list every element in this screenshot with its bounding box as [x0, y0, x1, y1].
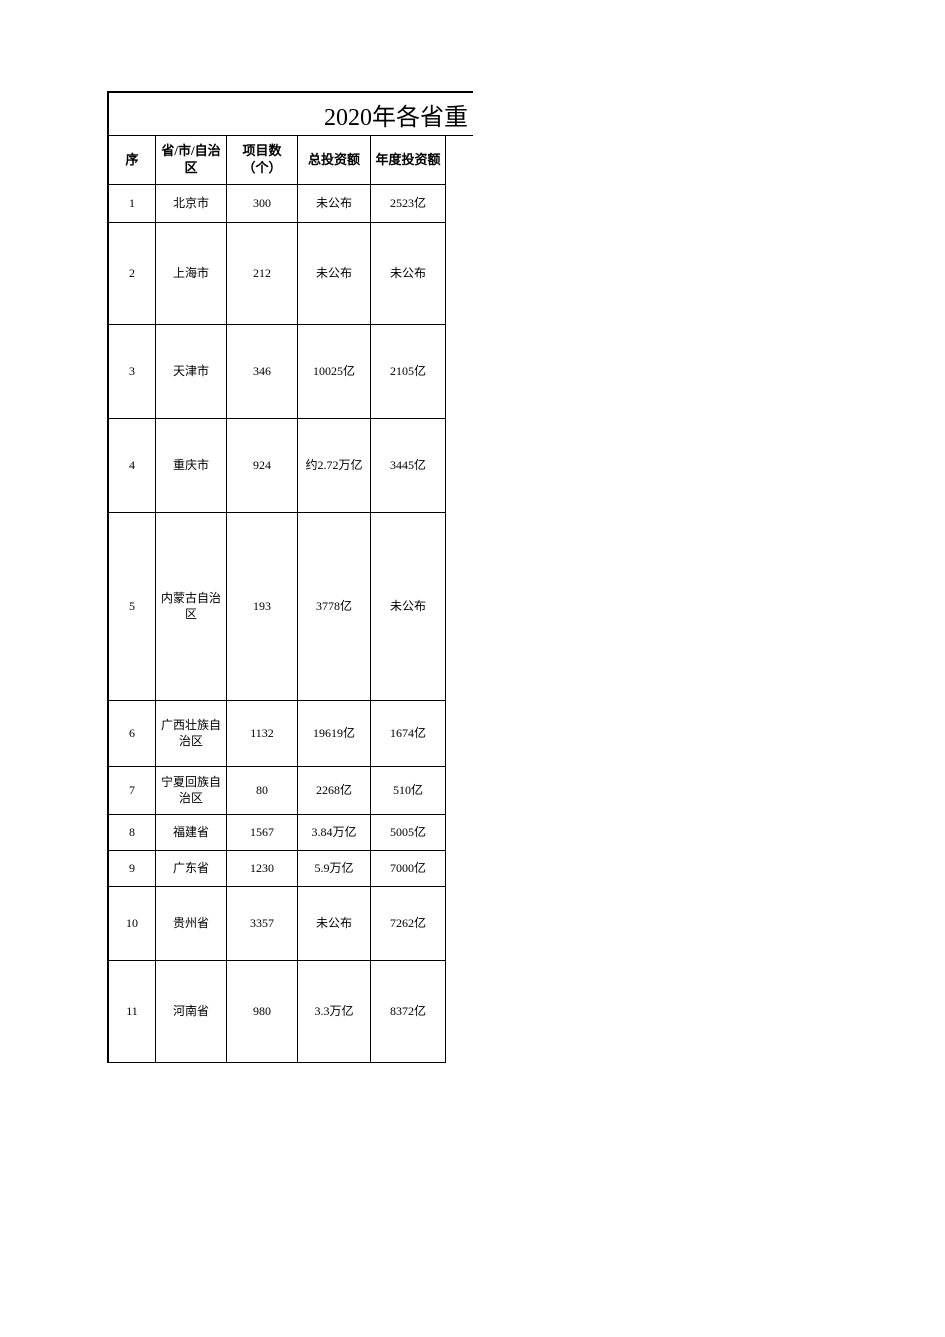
cell-annual: 5005亿: [371, 815, 446, 851]
cell-total: 19619亿: [298, 701, 371, 767]
table-row: 9广东省12305.9万亿7000亿: [109, 851, 446, 887]
cell-projects: 3357: [227, 887, 298, 961]
cell-region: 宁夏回族自治区: [156, 767, 227, 815]
cell-annual: 3445亿: [371, 419, 446, 513]
table-title-row: 2020年各省重: [109, 93, 473, 136]
cell-seq: 9: [109, 851, 156, 887]
cell-region: 上海市: [156, 223, 227, 325]
cell-region: 广西壮族自治区: [156, 701, 227, 767]
cell-total: 3778亿: [298, 513, 371, 701]
cell-seq: 4: [109, 419, 156, 513]
cell-total: 未公布: [298, 887, 371, 961]
cell-region: 河南省: [156, 961, 227, 1063]
header-annual-investment: 年度投资额: [371, 136, 446, 185]
cell-projects: 80: [227, 767, 298, 815]
table-header-row: 序 省/市/自治区 项目数（个） 总投资额 年度投资额: [109, 136, 446, 185]
table-row: 4重庆市924约2.72万亿3445亿: [109, 419, 446, 513]
cell-seq: 8: [109, 815, 156, 851]
cell-region: 天津市: [156, 325, 227, 419]
cell-annual: 未公布: [371, 223, 446, 325]
cell-seq: 2: [109, 223, 156, 325]
cell-total: 约2.72万亿: [298, 419, 371, 513]
cell-annual: 2523亿: [371, 185, 446, 223]
cell-projects: 1230: [227, 851, 298, 887]
header-projects: 项目数（个）: [227, 136, 298, 185]
header-region: 省/市/自治区: [156, 136, 227, 185]
cell-region: 内蒙古自治区: [156, 513, 227, 701]
cell-region: 重庆市: [156, 419, 227, 513]
header-seq: 序: [109, 136, 156, 185]
table-row: 6广西壮族自治区113219619亿1674亿: [109, 701, 446, 767]
cell-projects: 1132: [227, 701, 298, 767]
cell-annual: 8372亿: [371, 961, 446, 1063]
cell-total: 10025亿: [298, 325, 371, 419]
cell-projects: 193: [227, 513, 298, 701]
cell-annual: 2105亿: [371, 325, 446, 419]
cell-seq: 6: [109, 701, 156, 767]
table-row: 2上海市212未公布未公布: [109, 223, 446, 325]
cell-projects: 346: [227, 325, 298, 419]
cell-total: 2268亿: [298, 767, 371, 815]
table-title: 2020年各省重: [324, 97, 468, 132]
table-row: 5内蒙古自治区1933778亿未公布: [109, 513, 446, 701]
cell-annual: 1674亿: [371, 701, 446, 767]
cell-seq: 11: [109, 961, 156, 1063]
cell-seq: 10: [109, 887, 156, 961]
cell-total: 3.3万亿: [298, 961, 371, 1063]
investment-table-container: 2020年各省重 序 省/市/自治区 项目数（个） 总投资额 年度投资额 1北京…: [107, 91, 473, 1063]
cell-projects: 212: [227, 223, 298, 325]
cell-projects: 1567: [227, 815, 298, 851]
table-row: 8福建省15673.84万亿5005亿: [109, 815, 446, 851]
cell-total: 3.84万亿: [298, 815, 371, 851]
cell-region: 广东省: [156, 851, 227, 887]
table-row: 7宁夏回族自治区802268亿510亿: [109, 767, 446, 815]
cell-annual: 7000亿: [371, 851, 446, 887]
cell-seq: 3: [109, 325, 156, 419]
cell-total: 未公布: [298, 223, 371, 325]
investment-table: 序 省/市/自治区 项目数（个） 总投资额 年度投资额 1北京市300未公布25…: [109, 136, 446, 1063]
table-row: 10贵州省3357未公布7262亿: [109, 887, 446, 961]
cell-region: 贵州省: [156, 887, 227, 961]
cell-projects: 300: [227, 185, 298, 223]
cell-seq: 5: [109, 513, 156, 701]
cell-seq: 1: [109, 185, 156, 223]
cell-annual: 7262亿: [371, 887, 446, 961]
cell-projects: 924: [227, 419, 298, 513]
cell-total: 5.9万亿: [298, 851, 371, 887]
table-row: 3天津市34610025亿2105亿: [109, 325, 446, 419]
cell-region: 福建省: [156, 815, 227, 851]
cell-seq: 7: [109, 767, 156, 815]
header-total-investment: 总投资额: [298, 136, 371, 185]
table-body: 1北京市300未公布2523亿2上海市212未公布未公布3天津市34610025…: [109, 185, 446, 1063]
cell-region: 北京市: [156, 185, 227, 223]
cell-annual: 未公布: [371, 513, 446, 701]
cell-annual: 510亿: [371, 767, 446, 815]
cell-projects: 980: [227, 961, 298, 1063]
cell-total: 未公布: [298, 185, 371, 223]
table-row: 11河南省9803.3万亿8372亿: [109, 961, 446, 1063]
table-row: 1北京市300未公布2523亿: [109, 185, 446, 223]
